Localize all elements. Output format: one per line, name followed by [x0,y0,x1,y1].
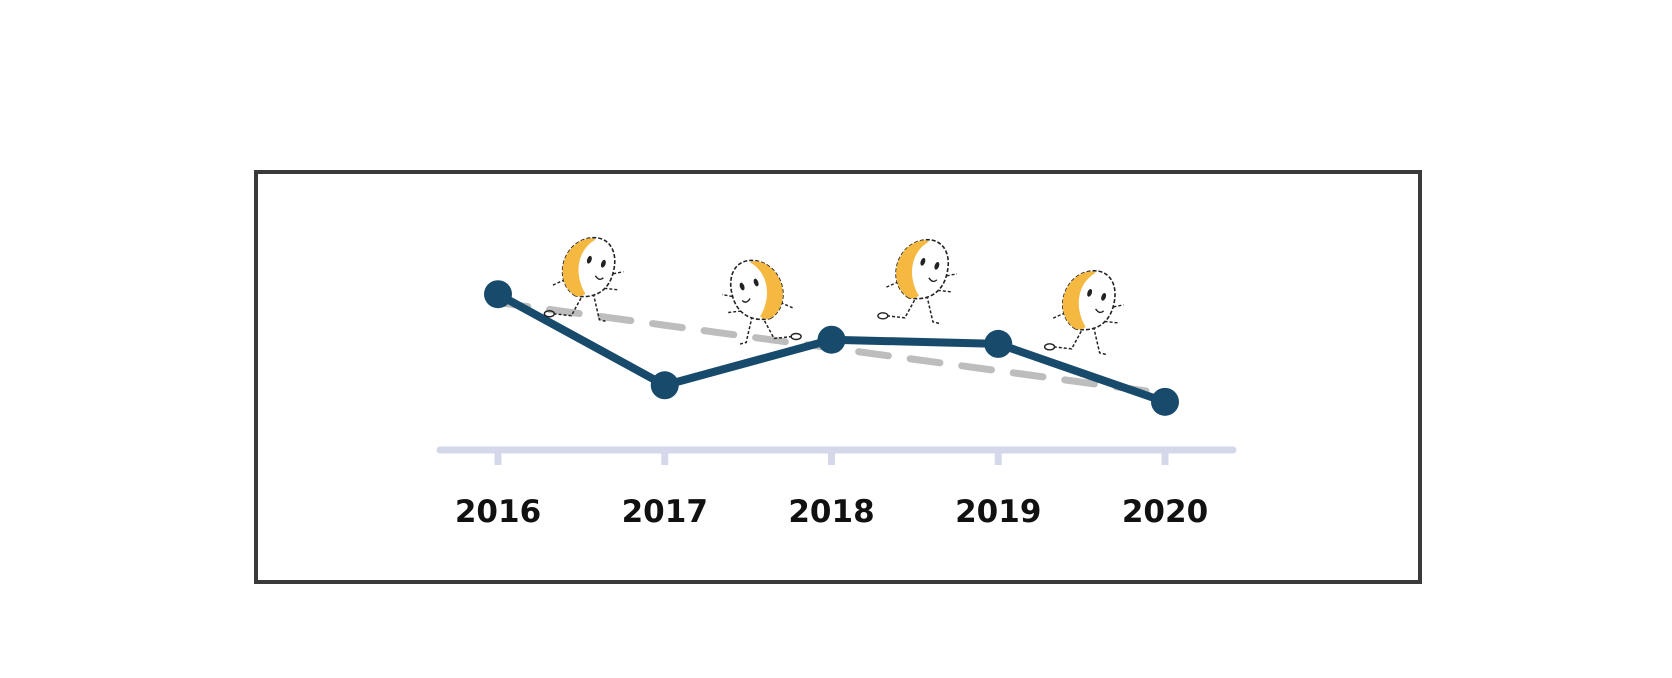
x-tick-label: 2019 [955,494,1041,530]
data-point [817,325,846,354]
runner-figure-icon [877,239,958,325]
runner-figure-icon [721,259,802,346]
x-axis [436,446,1237,465]
x-tick-label: 2018 [788,494,874,530]
x-tick-label: 2020 [1122,494,1208,530]
data-point [484,280,512,309]
tick-label-layer: 2016 2017 2018 2019 2020 [455,494,1208,530]
runner-figure-icon [1043,270,1124,356]
runner-figure-icon [543,236,624,323]
data-point-layer [484,280,1179,416]
data-point [1151,387,1179,416]
decoration-layer [543,236,1124,356]
x-tick-label: 2017 [622,494,708,530]
chart-frame [254,170,1422,584]
x-tick-label: 2016 [455,494,541,530]
data-point [650,371,679,400]
data-point [984,329,1013,358]
